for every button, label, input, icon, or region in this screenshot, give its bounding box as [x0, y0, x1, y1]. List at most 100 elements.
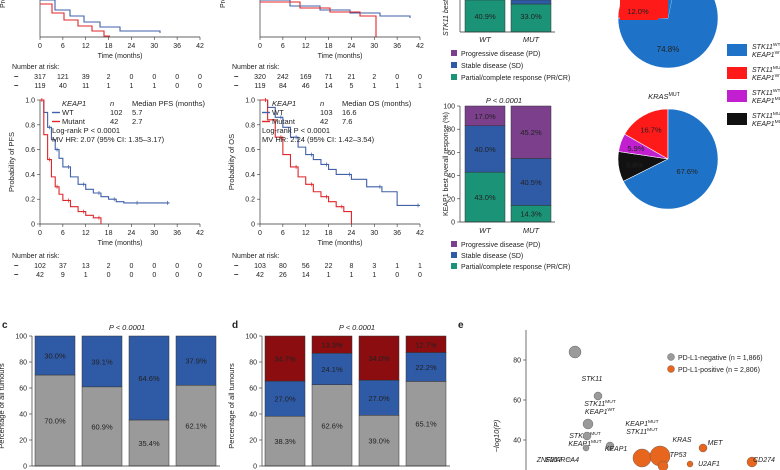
- x-category-label: MUT: [523, 35, 541, 44]
- risk-row-marker: –: [234, 270, 239, 279]
- x-tick-label: 18: [105, 230, 113, 237]
- y-tick-label: 60: [249, 386, 257, 393]
- y-tick-label: 60: [447, 150, 455, 157]
- x-tick-label: 0: [38, 230, 42, 237]
- x-tick-label: 36: [393, 43, 401, 50]
- km-legend-n: 103: [320, 108, 333, 117]
- bar-value-label: 40.0%: [474, 145, 496, 154]
- bar-segment: [175, 335, 217, 386]
- risk-cell: 0: [129, 272, 133, 279]
- risk-cell: 0: [107, 272, 111, 279]
- risk-cell: 0: [418, 74, 422, 81]
- point-label: STK11MUT: [584, 399, 615, 408]
- x-tick-label: 24: [348, 43, 356, 50]
- bar-segment: [405, 352, 447, 382]
- y-axis-label-cropped: Proba: [0, 0, 7, 8]
- pie-slice-label: 9.8%: [626, 160, 643, 169]
- bar-segment: [464, 125, 506, 173]
- risk-cell: 103: [254, 263, 266, 270]
- risk-cell: 0: [418, 272, 422, 279]
- point-label: ZNF217: [536, 457, 563, 464]
- risk-cell: 1: [395, 83, 399, 90]
- risk-cell: 242: [277, 74, 289, 81]
- pie-slice-label: 74.8%: [657, 45, 680, 54]
- risk-cell: 42: [256, 272, 264, 279]
- risk-cell: 2: [107, 263, 111, 270]
- km-legend-median: 2.7: [132, 117, 142, 126]
- risk-cell: 26: [279, 272, 287, 279]
- bar-value-label: 45.2%: [520, 128, 542, 137]
- y-tick-label: 100: [245, 334, 257, 341]
- x-tick-label: 0: [258, 230, 262, 237]
- point-label: KRAS: [672, 437, 691, 444]
- risk-cell: 40: [59, 83, 67, 90]
- legend-label: Stable disease (SD): [461, 63, 523, 70]
- legend-label: Progressive disease (PD): [461, 51, 540, 58]
- risk-cell: 0: [395, 74, 399, 81]
- risk-cell: 1: [107, 83, 111, 90]
- km-legend-label: WT: [62, 108, 74, 117]
- pie-legend-label: KEAP1MUT: [752, 96, 780, 105]
- x-tick-label: 24: [128, 43, 136, 50]
- risk-cell: 80: [279, 263, 287, 270]
- km-top-mid-mut-curve: [260, 1, 377, 37]
- y-tick-label: 20: [249, 438, 257, 445]
- bar-segment: [264, 415, 306, 467]
- km-legend-n: 42: [320, 117, 328, 126]
- p-value-label: P < 0.0001: [339, 323, 375, 332]
- risk-cell: 39: [82, 74, 90, 81]
- risk-cell: 2: [372, 74, 376, 81]
- x-tick-label: 12: [302, 43, 310, 50]
- risk-cell: 119: [34, 83, 45, 90]
- risk-cell: 1: [418, 263, 422, 270]
- pie-legend-swatch: [727, 44, 747, 56]
- scatter-point: [582, 431, 592, 441]
- risk-row-marker: –: [14, 261, 19, 270]
- risk-cell: 84: [279, 83, 287, 90]
- y-tick-label: 80: [249, 360, 257, 367]
- point-label: CD274: [753, 457, 775, 464]
- x-axis-label: Time (months): [318, 240, 363, 247]
- bar-value-label: 65.1%: [415, 420, 437, 429]
- bar-value-label: 39.0%: [368, 437, 390, 446]
- km-top-left-mut-curve: [40, 3, 110, 37]
- risk-cell: 0: [152, 263, 156, 270]
- km-mut-curve: [260, 99, 352, 224]
- risk-cell: 5: [349, 83, 353, 90]
- pie-legend-label: KEAP1MUT: [752, 119, 780, 128]
- bar-value-label: 12.7%: [415, 340, 437, 349]
- p-value-label: P < 0.0001: [486, 96, 522, 105]
- legend-swatch: [451, 241, 457, 247]
- legend-label: Stable disease (SD): [461, 253, 523, 260]
- x-tick-label: 12: [82, 43, 90, 50]
- legend-swatch: [451, 62, 457, 68]
- y-tick-label: 20: [447, 196, 455, 203]
- legend-swatch: [451, 263, 457, 269]
- x-tick-label: 6: [61, 43, 65, 50]
- risk-cell: 13: [82, 263, 90, 270]
- y-tick-label: 1.0: [245, 98, 255, 105]
- bar-value-label: 24.1%: [321, 365, 343, 374]
- km-legend-median: 5.7: [132, 108, 142, 117]
- point-label: KEAP1MUT: [625, 419, 658, 428]
- km-legend-median-header: Median PFS (months): [132, 99, 205, 108]
- km-mut-curve: [40, 99, 102, 224]
- panel-letter: e: [458, 320, 464, 331]
- x-category-label: MUT: [523, 226, 541, 235]
- risk-cell: 1: [372, 272, 376, 279]
- pie-top-slice-red-wedge: [620, 0, 668, 20]
- x-tick-label: 42: [196, 43, 204, 50]
- bar-sd-segment: [510, 0, 552, 5]
- bar-segment: [405, 381, 447, 467]
- risk-table-title: Number at risk:: [12, 253, 60, 260]
- y-axis-label: Percentage of all tumours: [227, 363, 236, 449]
- y-tick-label: 0.2: [245, 197, 255, 204]
- risk-cell: 56: [302, 263, 310, 270]
- legend-label: PD-L1-positive (n = 2,806): [678, 367, 760, 374]
- km-logrank: Log-rank P < 0.0001: [262, 126, 330, 135]
- risk-cell: 21: [348, 74, 356, 81]
- risk-row-marker: –: [14, 270, 19, 279]
- risk-cell: 0: [198, 272, 202, 279]
- y-tick-label: 0.8: [245, 122, 255, 129]
- km-top-left-wt-curve: [40, 0, 161, 33]
